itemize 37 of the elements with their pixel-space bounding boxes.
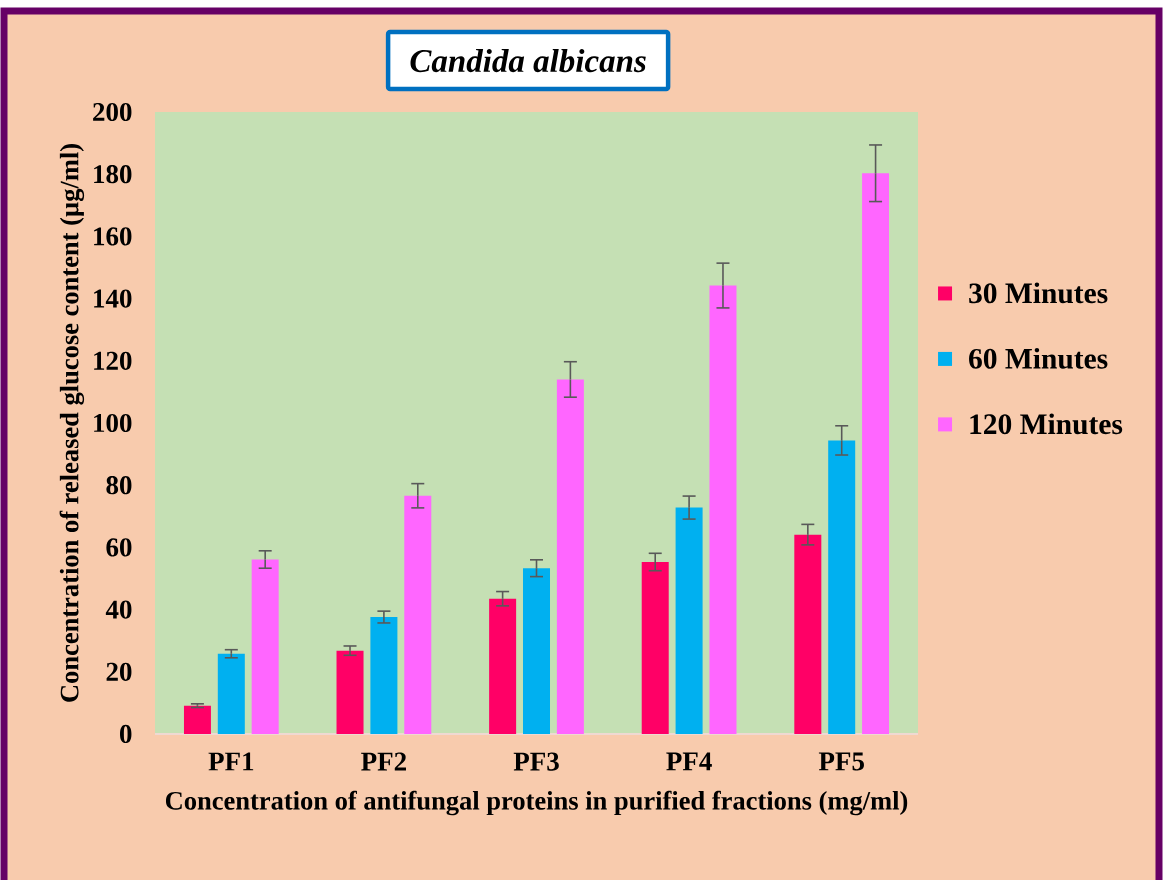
x-tick-label: PF1 <box>208 752 254 771</box>
chart-title: Candida albicans <box>410 48 646 73</box>
bar <box>251 559 279 734</box>
bar <box>709 285 737 734</box>
y-tick-label: 0 <box>120 724 132 744</box>
legend-label: 30 Minutes <box>969 282 1108 304</box>
legend-label: 120 Minutes <box>970 413 1123 435</box>
bar <box>641 562 669 734</box>
x-tick-label: PF3 <box>513 752 559 771</box>
bar <box>336 650 364 734</box>
bar <box>217 653 245 734</box>
x-axis-title: Concentration of antifungal proteins in purified fractions (mg/ml) <box>165 790 908 816</box>
y-tick-label: 120 <box>94 351 132 370</box>
y-axis-title: Concentration of released glucose content (µg/ml) <box>59 144 85 702</box>
y-tick-label: 200 <box>93 102 132 122</box>
y-tick-label: 140 <box>94 289 132 308</box>
bar <box>556 379 584 734</box>
y-tick-label: 160 <box>94 227 132 246</box>
x-tick-label: PF2 <box>361 752 406 771</box>
y-tick-label: 180 <box>94 165 132 184</box>
bar <box>675 507 703 734</box>
y-tick-label: 100 <box>94 413 132 433</box>
bar <box>183 705 211 734</box>
x-tick-label: PF4 <box>666 752 712 771</box>
x-tick-label: PF5 <box>818 752 864 771</box>
bar <box>794 534 822 734</box>
bar <box>828 440 856 734</box>
y-tick-label: 40 <box>105 600 132 619</box>
bar <box>370 617 398 734</box>
bar <box>489 598 517 734</box>
bar <box>523 568 551 734</box>
bar <box>862 173 890 734</box>
y-tick-label: 60 <box>106 538 132 557</box>
y-tick-label: 80 <box>106 476 132 495</box>
legend-label: 60 Minutes <box>969 347 1108 369</box>
y-tick-label: 20 <box>106 662 132 681</box>
bar <box>404 495 432 734</box>
